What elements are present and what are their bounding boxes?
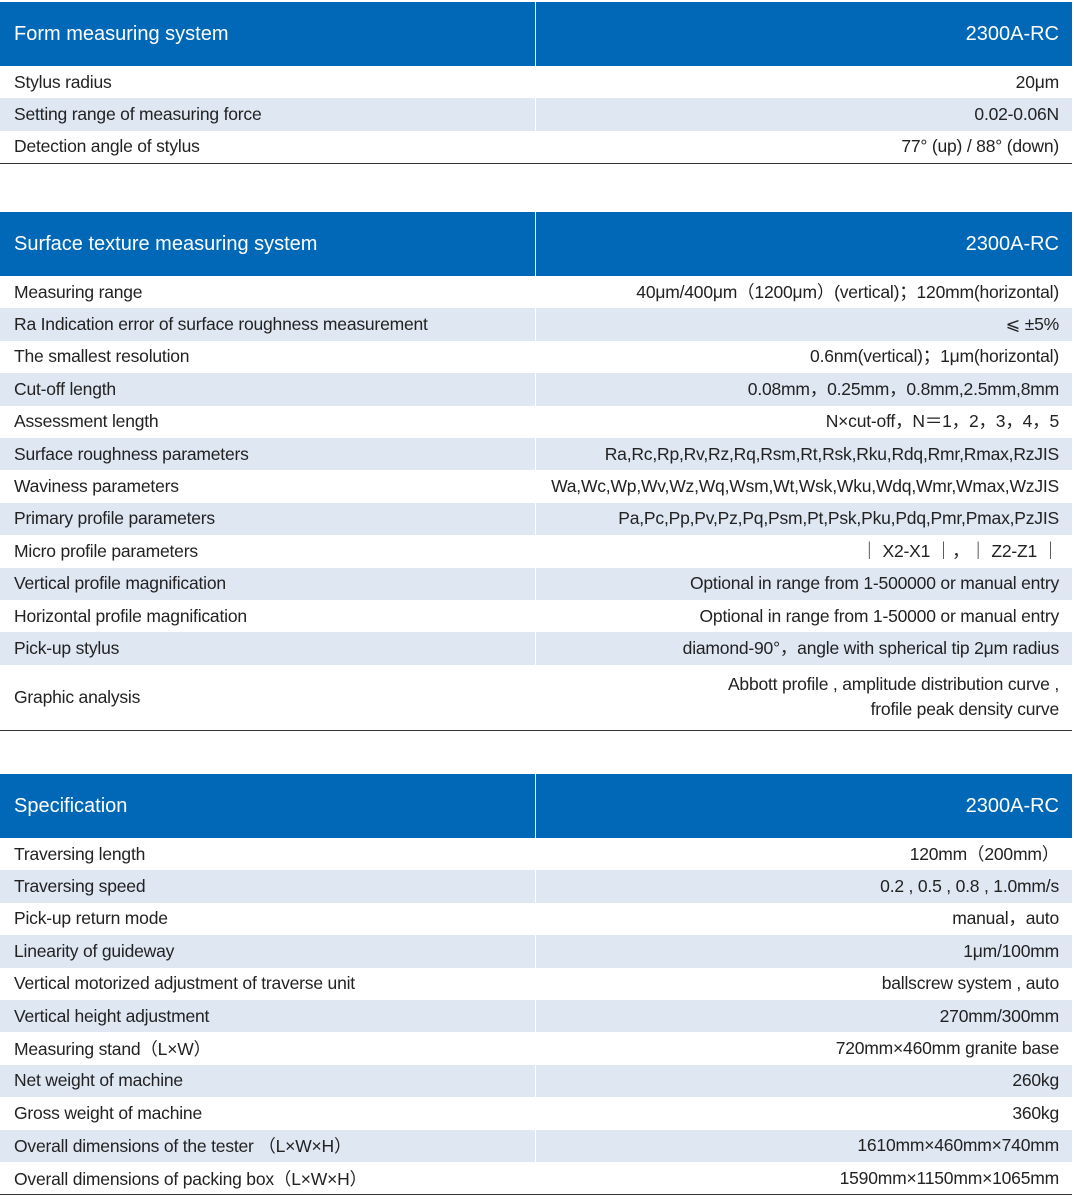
row-label: Net weight of machine [0, 1064, 536, 1098]
table-row: Setting range of measuring force 0.02-0.… [0, 98, 1072, 131]
row-value: 360kg [1012, 1102, 1059, 1123]
row-value: 0.6nm(vertical)；1μm(horizontal) [810, 346, 1059, 367]
row-label: Graphic analysis [0, 664, 536, 730]
table-title: Surface texture measuring system [0, 212, 536, 276]
table-row: Stylus radius 20μm [0, 66, 1072, 99]
row-label: Waviness parameters [0, 470, 536, 503]
table-row: Linearity of guideway 1μm/100mm [0, 935, 1072, 968]
row-value: ⩽ ±5% [1005, 314, 1060, 335]
row-value: 120mm（200mm） [909, 843, 1060, 864]
model-label: 2300A-RC [965, 232, 1059, 255]
surface-texture-table: Surface texture measuring system 2300A-R… [0, 212, 1072, 731]
row-label: Measuring range [0, 276, 536, 309]
specification-table: Specification 2300A-RC Traversing length… [0, 774, 1072, 1196]
table-row: Vertical profile magnification Optional … [0, 567, 1072, 600]
table-row: Primary profile parameters Pa,Pc,Pp,Pv,P… [0, 502, 1072, 536]
row-value: 260kg [1012, 1070, 1059, 1091]
row-value: 1610mm×460mm×740mm [857, 1135, 1059, 1156]
row-value: ｜ X2-X1 ｜，｜ Z2-Z1 ｜ [860, 540, 1060, 561]
row-value: Abbott profile , amplitude distribution … [727, 674, 1059, 720]
table-row: Detection angle of stylus 77° (up) / 88°… [0, 130, 1072, 164]
form-measuring-table: Form measuring system 2300A-RC Stylus ra… [0, 2, 1072, 165]
table-row: Ra Indication error of surface roughness… [0, 308, 1072, 341]
row-value: N×cut-off，N＝1，2，3，4，5 [825, 411, 1059, 432]
table-row: Measuring stand（L×W） 720mm×460mm granite… [0, 1032, 1072, 1065]
row-label: Overall dimensions of the tester （L×W×H） [0, 1129, 536, 1162]
row-label: Pick-up return mode [0, 902, 536, 936]
model-label: 2300A-RC [965, 794, 1059, 817]
row-label: Pick-up stylus [0, 632, 536, 665]
row-label: Linearity of guideway [0, 935, 536, 968]
row-label: Vertical height adjustment [0, 999, 536, 1033]
table-title: Form measuring system [0, 2, 536, 66]
table-title: Specification [0, 774, 536, 838]
table-row: Cut-off length 0.08mm，0.25mm，0.8mm,2.5mm… [0, 373, 1072, 406]
row-label: Assessment length [0, 405, 536, 438]
table-row: Pick-up return mode manual，auto [0, 902, 1072, 936]
table-row: Pick-up stylus diamond-90°，angle with sp… [0, 632, 1072, 665]
row-label: Vertical profile magnification [0, 567, 536, 600]
model-label: 2300A-RC [965, 22, 1059, 45]
table-row: Gross weight of machine 360kg [0, 1097, 1072, 1130]
table-row: Vertical motorized adjustment of travers… [0, 967, 1072, 1000]
row-label: Traversing speed [0, 870, 536, 903]
table-row: Overall dimensions of packing box（L×W×H）… [0, 1161, 1072, 1195]
row-value: 20μm [1015, 71, 1060, 92]
row-label: Gross weight of machine [0, 1097, 536, 1130]
table-row: The smallest resolution 0.6nm(vertical)；… [0, 340, 1072, 374]
row-label: Vertical motorized adjustment of travers… [0, 967, 536, 1000]
row-value: diamond-90°，angle with spherical tip 2μm… [682, 637, 1060, 658]
row-label: Detection angle of stylus [0, 130, 536, 164]
row-value: Ra,Rc,Rp,Rv,Rz,Rq,Rsm,Rt,Rsk,Rku,Rdq,Rmr… [604, 443, 1059, 464]
row-value: 720mm×460mm granite base [835, 1038, 1060, 1059]
table-row: Traversing length 120mm（200mm） [0, 838, 1072, 871]
row-label: Overall dimensions of packing box（L×W×H） [0, 1161, 536, 1195]
row-value: Optional in range from 1-50000 or manual… [699, 605, 1060, 626]
row-value: Optional in range from 1-500000 or manua… [689, 573, 1059, 594]
table-header: Form measuring system 2300A-RC [0, 2, 1072, 66]
row-label: Stylus radius [0, 66, 536, 99]
row-value: 270mm/300mm [939, 1005, 1060, 1026]
table-row: Horizontal profile magnification Optiona… [0, 599, 1072, 633]
row-label: Measuring stand（L×W） [0, 1032, 536, 1065]
row-value: 0.08mm，0.25mm，0.8mm,2.5mm,8mm [747, 378, 1059, 399]
table-row: Net weight of machine 260kg [0, 1064, 1072, 1098]
row-value: 77° (up) / 88° (down) [901, 136, 1059, 157]
table-row: Surface roughness parameters Ra,Rc,Rp,Rv… [0, 437, 1072, 471]
row-label: Micro profile parameters [0, 535, 536, 568]
row-value: 40μm/400μm（1200μm）(vertical)；120mm(horiz… [636, 281, 1059, 302]
row-value: manual，auto [952, 908, 1059, 929]
row-value: Wa,Wc,Wp,Wv,Wz,Wq,Wsm,Wt,Wsk,Wku,Wdq,Wmr… [551, 476, 1059, 497]
row-value: 0.02-0.06N [974, 104, 1059, 125]
row-label: Primary profile parameters [0, 502, 536, 536]
table-row: Overall dimensions of the tester （L×W×H）… [0, 1129, 1072, 1162]
row-label: Horizontal profile magnification [0, 599, 536, 633]
row-value: 1μm/100mm [963, 940, 1059, 961]
row-label: Setting range of measuring force [0, 98, 536, 131]
row-label: The smallest resolution [0, 340, 536, 374]
table-row: Graphic analysis Abbott profile , amplit… [0, 664, 1072, 730]
row-label: Cut-off length [0, 373, 536, 406]
table-row: Measuring range 40μm/400μm（1200μm）(verti… [0, 276, 1072, 309]
table-header: Surface texture measuring system 2300A-R… [0, 212, 1072, 276]
row-value: 1590mm×1150mm×1065mm [839, 1167, 1060, 1188]
row-value: Pa,Pc,Pp,Pv,Pz,Pq,Psm,Pt,Psk,Pku,Pdq,Pmr… [618, 508, 1059, 529]
row-label: Ra Indication error of surface roughness… [0, 308, 536, 341]
table-row: Micro profile parameters ｜ X2-X1 ｜，｜ Z2-… [0, 535, 1072, 568]
row-value: ballscrew system , auto [881, 973, 1059, 994]
row-value: 0.2 , 0.5 , 0.8 , 1.0mm/s [880, 876, 1059, 897]
table-row: Assessment length N×cut-off，N＝1，2，3，4，5 [0, 405, 1072, 438]
table-row: Waviness parameters Wa,Wc,Wp,Wv,Wz,Wq,Ws… [0, 470, 1072, 503]
row-label: Surface roughness parameters [0, 437, 536, 471]
table-row: Vertical height adjustment 270mm/300mm [0, 999, 1072, 1033]
row-label: Traversing length [0, 838, 536, 871]
table-row: Traversing speed 0.2 , 0.5 , 0.8 , 1.0mm… [0, 870, 1072, 903]
table-header: Specification 2300A-RC [0, 774, 1072, 838]
